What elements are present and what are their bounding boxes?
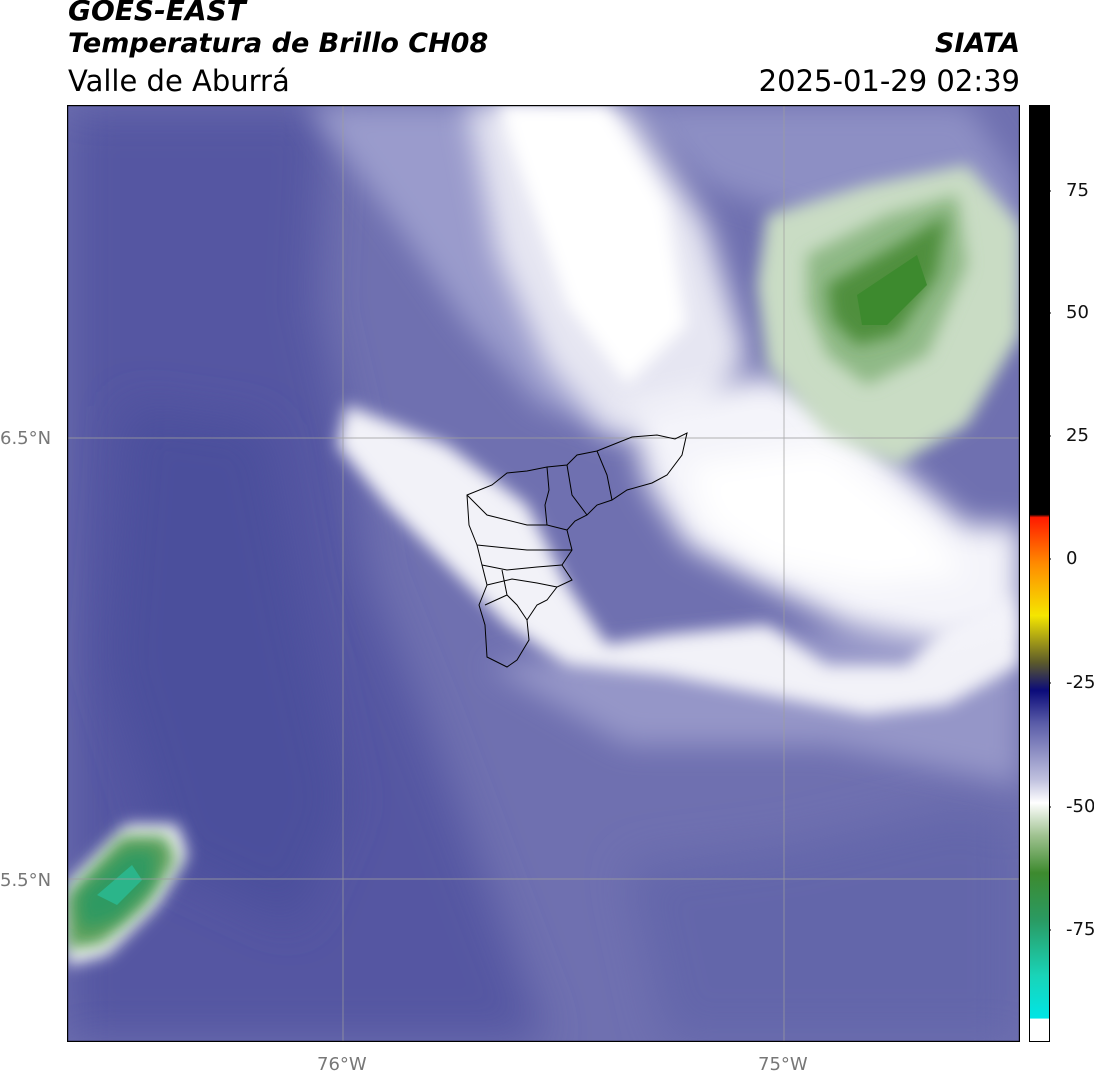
colorbar-tick-0: 0 [1066, 548, 1078, 569]
graticule [67, 105, 1020, 1042]
satellite-title: GOES-EAST [68, 0, 246, 27]
region-subtitle: Valle de Aburrá [68, 64, 290, 98]
colorbar-tick-minus-25: -25 [1066, 672, 1094, 693]
lon-label-76w: 76°W [317, 1054, 367, 1075]
map-frame [67, 105, 1020, 1042]
brightness-temperature-field [67, 105, 1020, 1042]
colorbar-tick-minus-50: -50 [1066, 796, 1094, 817]
lat-label-5-5: 5.5°N [0, 870, 52, 891]
product-title: Temperatura de Brillo CH08 [68, 28, 489, 59]
temperature-colorbar [1029, 105, 1051, 1042]
colorbar-tick-75: 75 [1066, 180, 1089, 201]
municipality-boundaries [466, 432, 688, 668]
timestamp-label: 2025-01-29 02:39 [758, 64, 1020, 98]
colorbar-tick-50: 50 [1066, 302, 1089, 323]
organization-label: SIATA [934, 28, 1020, 59]
satellite-map[interactable] [67, 105, 1020, 1042]
lon-label-75w: 75°W [758, 1054, 808, 1075]
colorbar-tick-25: 25 [1066, 425, 1089, 446]
lat-label-6-5: 6.5°N [0, 428, 52, 449]
colorbar-tick-minus-75: -75 [1066, 919, 1094, 940]
